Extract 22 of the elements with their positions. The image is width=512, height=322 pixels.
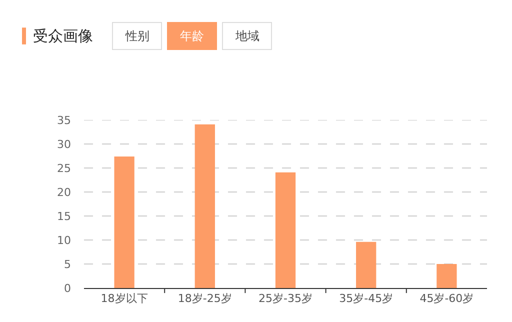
bar (114, 156, 134, 288)
text: 性别 (124, 29, 150, 43)
y-tick-label: 15 (57, 210, 71, 223)
bar (356, 242, 376, 288)
x-tick-label: 18岁以下 (100, 292, 148, 306)
y-tick-label: 35 (57, 114, 71, 127)
chart-title: 受众画像 (33, 27, 93, 45)
x-tick-label: 25岁-35岁 (258, 292, 312, 306)
y-tick-label: 20 (57, 186, 71, 199)
y-tick-label: 10 (57, 234, 71, 247)
y-tick-label: 30 (57, 138, 71, 151)
bar (275, 172, 296, 288)
bar (436, 264, 457, 288)
text: 地域 (234, 29, 260, 43)
x-tick-label: 45岁-60岁 (420, 292, 474, 306)
y-tick-label: 25 (57, 162, 71, 175)
x-tick-label: 18岁-25岁 (178, 292, 232, 306)
y-tick-label: 0 (64, 282, 71, 295)
text: 年龄 (180, 29, 204, 43)
bar (194, 124, 215, 288)
x-tick-label: 35岁-45岁 (339, 292, 394, 306)
y-tick-label: 5 (64, 258, 71, 271)
